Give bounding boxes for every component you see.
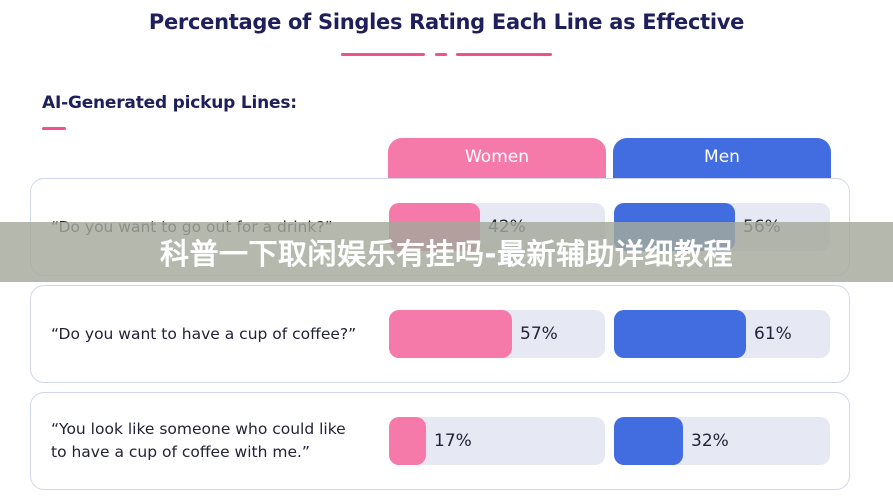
data-label-women-1: 57% (520, 324, 558, 344)
chart-row-2: “You look like someone who could like to… (30, 392, 850, 490)
bar-men-1 (614, 310, 746, 358)
legend-men: Men (613, 138, 831, 180)
bar-women-2 (389, 417, 426, 465)
watermark-banner-text: 科普一下取闲娱乐有挂吗-最新辅助详细教程 (159, 237, 734, 271)
title-underline-short (435, 53, 447, 56)
data-label-women-2: 17% (434, 431, 472, 451)
watermark-banner: 科普一下取闲娱乐有挂吗-最新辅助详细教程 (0, 222, 893, 282)
data-label-men-2: 32% (691, 431, 729, 451)
bar-women-1 (389, 310, 512, 358)
track-women-2: 17% (389, 417, 605, 465)
title-underline-right (456, 53, 552, 56)
legend-women: Women (388, 138, 606, 180)
category-label-2: “You look like someone who could like to… (51, 420, 346, 461)
data-label-men-1: 61% (754, 324, 792, 344)
title-underline-long (341, 53, 425, 56)
chart-subtitle: AI-Generated pickup Lines: (42, 93, 297, 113)
track-women-1: 57% (389, 310, 605, 358)
category-label-1: “Do you want to have a cup of coffee?” (51, 324, 357, 343)
track-men-1: 61% (614, 310, 830, 358)
subtitle-underline (42, 127, 66, 130)
chart-row-1: “Do you want to have a cup of coffee?” 5… (30, 285, 850, 383)
track-men-2: 32% (614, 417, 830, 465)
chart-title: Percentage of Singles Rating Each Line a… (148, 10, 745, 34)
bar-men-2 (614, 417, 683, 465)
